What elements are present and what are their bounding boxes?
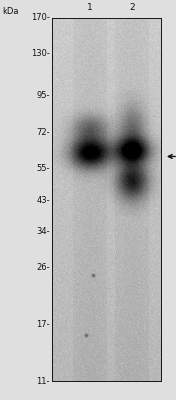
Text: kDa: kDa: [2, 8, 18, 16]
Text: 55-: 55-: [36, 164, 50, 172]
Text: 34-: 34-: [36, 228, 50, 236]
Text: 43-: 43-: [36, 196, 50, 205]
Text: 130-: 130-: [31, 49, 50, 58]
Text: 17-: 17-: [36, 320, 50, 329]
Text: 170-: 170-: [31, 14, 50, 22]
Text: 11-: 11-: [36, 378, 50, 386]
Text: 1: 1: [87, 3, 93, 12]
Text: 2: 2: [129, 3, 135, 12]
Text: 72-: 72-: [36, 128, 50, 137]
Text: 26-: 26-: [36, 263, 50, 272]
Text: 95-: 95-: [36, 91, 50, 100]
